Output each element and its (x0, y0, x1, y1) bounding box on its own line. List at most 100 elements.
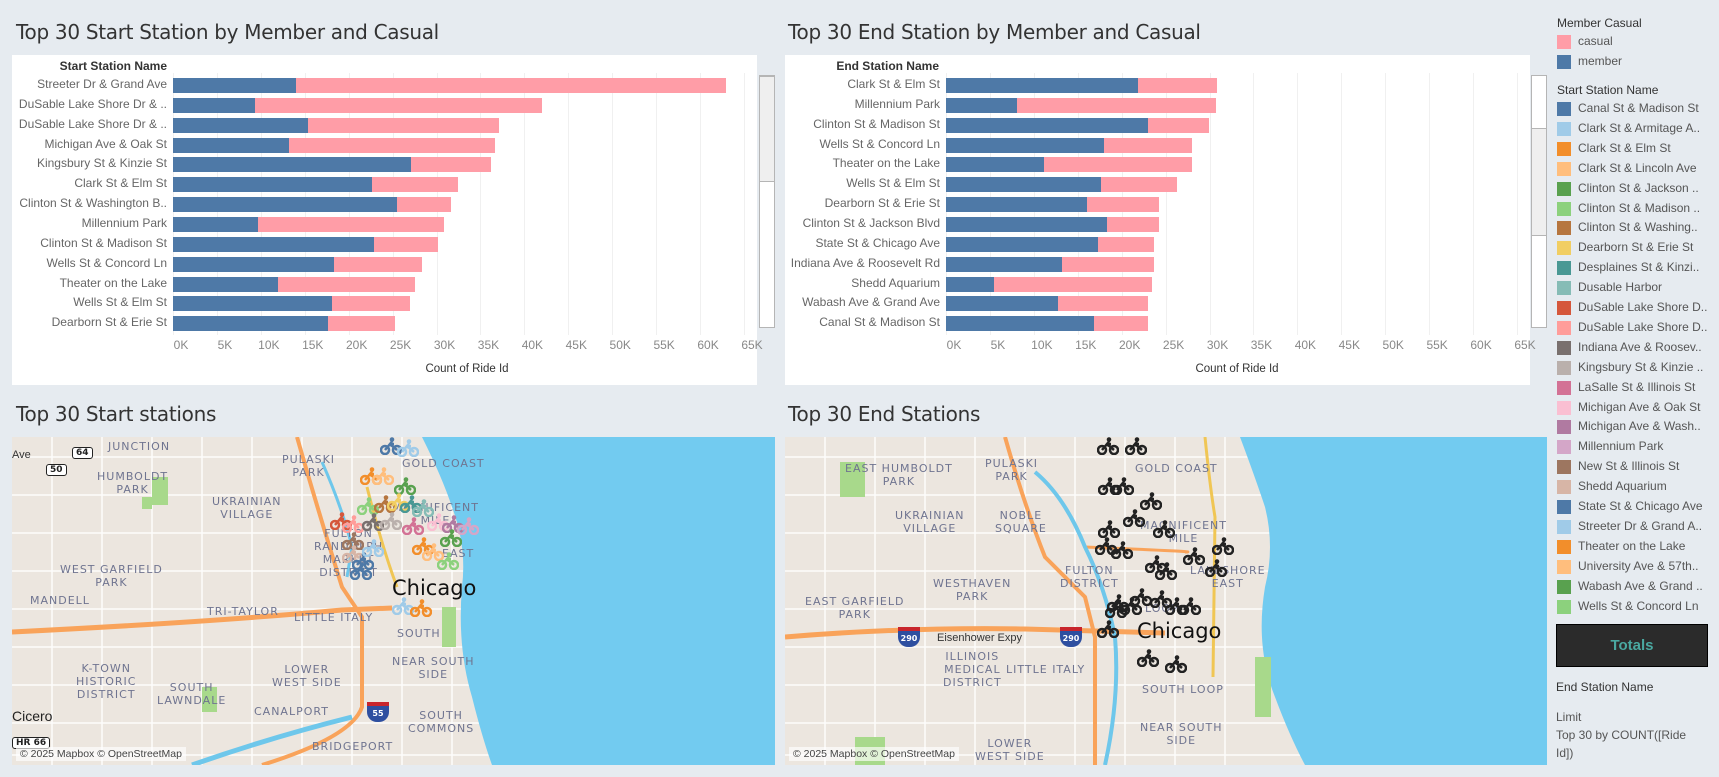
bar-casual[interactable] (1097, 236, 1155, 252)
bar-member[interactable] (946, 236, 1098, 252)
bar-member[interactable] (946, 177, 1101, 193)
bike-marker-icon[interactable] (1105, 600, 1127, 618)
end-chart-scroll-thumb[interactable] (1532, 128, 1546, 236)
y-category-label[interactable]: Theater on the Lake (59, 275, 167, 290)
bike-marker-icon[interactable] (1111, 541, 1133, 559)
bar-casual[interactable] (1104, 137, 1192, 153)
bar-member[interactable] (946, 296, 1058, 312)
bike-marker-icon[interactable] (412, 499, 434, 517)
bar-casual[interactable] (327, 316, 396, 332)
bar-casual[interactable] (332, 296, 411, 312)
y-category-label[interactable]: Wells St & Concord Ln (819, 136, 941, 151)
bar-member[interactable] (173, 256, 334, 272)
y-category-label[interactable]: Clinton St & Jackson Blvd (802, 215, 940, 230)
bike-marker-icon[interactable] (457, 517, 479, 535)
bike-marker-icon[interactable] (442, 515, 464, 533)
station-legend-item[interactable]: Kingsbury St & Kinzie .. (1557, 360, 1717, 376)
bike-marker-icon[interactable] (402, 517, 424, 535)
bike-marker-icon[interactable] (380, 512, 402, 530)
bar-casual[interactable] (254, 97, 542, 113)
bike-marker-icon[interactable] (1097, 620, 1119, 638)
bar-member[interactable] (173, 197, 397, 213)
bar-casual[interactable] (1138, 78, 1218, 93)
bar-casual[interactable] (397, 197, 451, 213)
bar-casual[interactable] (258, 216, 445, 232)
bar-casual[interactable] (1094, 316, 1149, 332)
bike-marker-icon[interactable] (1098, 520, 1120, 538)
bike-marker-icon[interactable] (392, 597, 414, 615)
bar-casual[interactable] (372, 177, 458, 193)
bike-marker-icon[interactable] (1165, 655, 1187, 673)
bar-casual[interactable] (1061, 256, 1155, 272)
station-legend-item[interactable]: Clinton St & Washing.. (1557, 220, 1717, 236)
station-legend-item[interactable]: Desplaines St & Kinzi.. (1557, 260, 1717, 276)
bike-marker-icon[interactable] (400, 495, 422, 513)
bar-casual[interactable] (1106, 216, 1159, 232)
y-category-label[interactable]: Millennium Park (81, 215, 167, 230)
bike-marker-icon[interactable] (1112, 477, 1134, 495)
bar-member[interactable] (173, 78, 296, 93)
y-category-label[interactable]: Streeter Dr & Grand Ave (37, 77, 167, 91)
bike-marker-icon[interactable] (1153, 520, 1175, 538)
bike-marker-icon[interactable] (1123, 509, 1145, 527)
bar-member[interactable] (173, 296, 332, 312)
station-legend-item[interactable]: Clinton St & Jackson .. (1557, 181, 1717, 197)
station-legend-item[interactable]: Wabash Ave & Grand .. (1557, 579, 1717, 595)
y-category-label[interactable]: DuSable Lake Shore Dr & .. (18, 96, 167, 111)
y-category-label[interactable]: Clinton St & Madison St (813, 116, 940, 131)
start-chart-scrollbar[interactable] (759, 75, 775, 328)
bar-casual[interactable] (374, 236, 439, 252)
station-legend-item[interactable]: Michigan Ave & Wash.. (1557, 419, 1717, 435)
station-legend-item[interactable]: Clinton St & Madison .. (1557, 201, 1717, 217)
bar-member[interactable] (173, 97, 255, 113)
bike-marker-icon[interactable] (350, 562, 372, 580)
bar-casual[interactable] (1148, 117, 1209, 133)
bike-marker-icon[interactable] (1130, 588, 1152, 606)
bike-marker-icon[interactable] (372, 467, 394, 485)
bar-member[interactable] (946, 197, 1088, 213)
y-category-label[interactable]: Canal St & Madison St (819, 315, 940, 330)
member-casual-legend-item[interactable]: member (1557, 54, 1717, 70)
station-legend-item[interactable]: Theater on the Lake (1557, 539, 1717, 555)
bar-member[interactable] (173, 157, 412, 173)
map-attribution[interactable]: © 2025 Mapbox © OpenStreetMap (789, 747, 959, 761)
bar-member[interactable] (946, 117, 1149, 133)
bar-member[interactable] (946, 316, 1095, 332)
bar-casual[interactable] (308, 117, 499, 133)
y-category-label[interactable]: Shedd Aquarium (851, 275, 940, 290)
bar-member[interactable] (946, 216, 1107, 232)
bike-marker-icon[interactable] (1140, 492, 1162, 510)
bar-casual[interactable] (333, 256, 422, 272)
bike-marker-icon[interactable] (352, 552, 374, 570)
bike-marker-icon[interactable] (1095, 537, 1117, 555)
y-category-label[interactable]: State St & Chicago Ave (815, 235, 940, 250)
station-legend-item[interactable]: Dearborn St & Erie St (1557, 240, 1717, 256)
bike-marker-icon[interactable] (440, 529, 462, 547)
station-legend-item[interactable]: Streeter Dr & Grand A.. (1557, 519, 1717, 535)
bar-member[interactable] (173, 276, 279, 292)
bike-marker-icon[interactable] (362, 513, 384, 531)
bar-casual[interactable] (411, 157, 491, 173)
station-legend-item[interactable]: Indiana Ave & Roosev.. (1557, 340, 1717, 356)
y-category-label[interactable]: Dearborn St & Erie St (824, 196, 940, 211)
bike-marker-icon[interactable] (362, 539, 384, 557)
station-legend-item[interactable]: Clark St & Lincoln Ave (1557, 161, 1717, 177)
bar-member[interactable] (173, 316, 328, 332)
bar-casual[interactable] (1087, 197, 1160, 213)
station-legend-item[interactable]: Clark St & Elm St (1557, 141, 1717, 157)
bar-member[interactable] (173, 137, 289, 153)
station-legend-item[interactable]: State St & Chicago Ave (1557, 499, 1717, 515)
start-map[interactable]: JUNCTION HUMBOLDT PARK PULASKI PARK GOLD… (12, 437, 775, 765)
station-legend-item[interactable]: Dusable Harbor (1557, 280, 1717, 296)
start-chart-scroll-thumb[interactable] (760, 76, 774, 182)
bike-marker-icon[interactable] (437, 552, 459, 570)
station-legend-item[interactable]: Michigan Ave & Oak St (1557, 400, 1717, 416)
end-map[interactable]: EAST HUMBOLDT PARK PULASKI PARK GOLD COA… (785, 437, 1547, 765)
member-casual-legend-item[interactable]: casual (1557, 34, 1717, 50)
station-legend-item[interactable]: Millennium Park (1557, 439, 1717, 455)
bar-casual[interactable] (1057, 296, 1149, 312)
bar-casual[interactable] (278, 276, 416, 292)
bar-member[interactable] (173, 177, 373, 193)
bar-member[interactable] (946, 256, 1062, 272)
y-category-label[interactable]: DuSable Lake Shore Dr & .. (18, 116, 167, 131)
